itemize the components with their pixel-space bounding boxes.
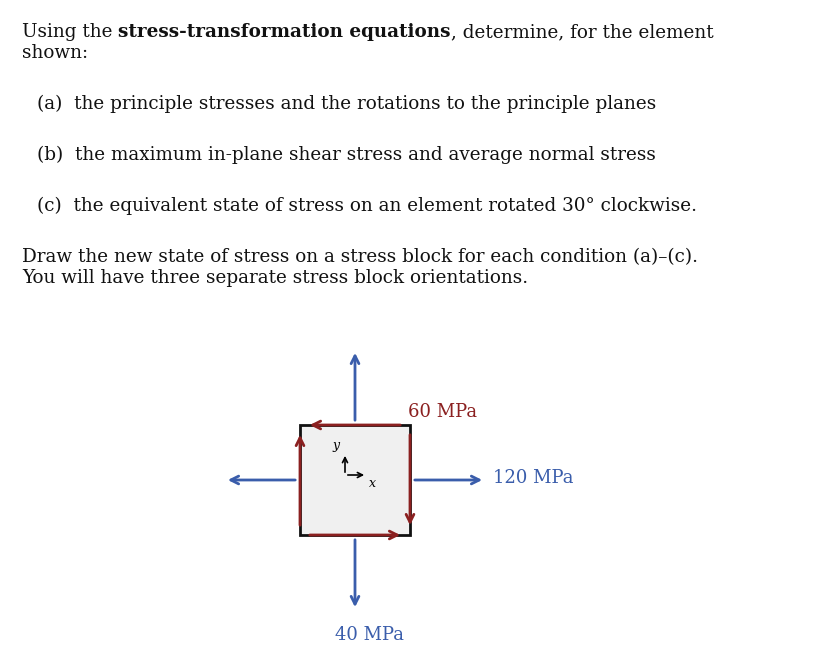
Text: shown:: shown: (22, 44, 88, 62)
Text: 40 MPa: 40 MPa (334, 626, 404, 644)
Text: (c)  the equivalent state of stress on an element rotated 30° clockwise.: (c) the equivalent state of stress on an… (37, 197, 696, 215)
Text: , determine, for the element: , determine, for the element (451, 23, 712, 41)
Text: Using the: Using the (22, 23, 118, 41)
Text: (a)  the principle stresses and the rotations to the principle planes: (a) the principle stresses and the rotat… (37, 95, 655, 113)
Text: 60 MPa: 60 MPa (407, 403, 477, 421)
Text: x: x (369, 477, 375, 490)
Bar (299, 425, 410, 535)
Text: You will have three separate stress block orientations.: You will have three separate stress bloc… (22, 269, 528, 287)
Text: (b)  the maximum in-plane shear stress and average normal stress: (b) the maximum in-plane shear stress an… (37, 146, 655, 164)
Text: stress-transformation equations: stress-transformation equations (118, 23, 451, 41)
Text: Draw the new state of stress on a stress block for each condition (a)–(c).: Draw the new state of stress on a stress… (22, 248, 697, 266)
Text: y: y (333, 439, 339, 452)
Text: 120 MPa: 120 MPa (492, 469, 573, 487)
